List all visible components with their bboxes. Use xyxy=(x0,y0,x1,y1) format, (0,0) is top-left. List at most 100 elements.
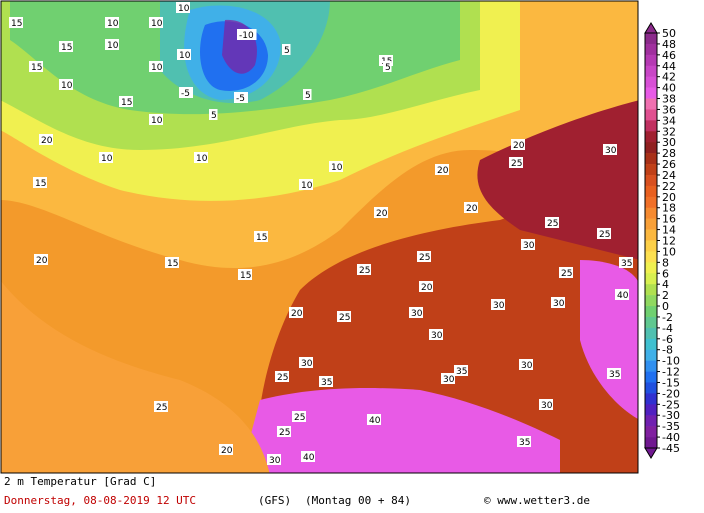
colorbar-arrow-bottom xyxy=(644,447,658,459)
colorbar-swatch xyxy=(645,196,657,209)
colorbar-label: 6 xyxy=(662,267,669,280)
colorbar-label: -12 xyxy=(662,366,680,379)
map-label: 20 xyxy=(421,283,433,293)
label-box xyxy=(194,152,208,163)
footer-run: (Montag 00 + 84) xyxy=(305,494,411,507)
map-field xyxy=(1,1,638,473)
colorbar-swatch xyxy=(645,33,657,45)
map-label: 30 xyxy=(431,331,443,341)
colorbar-swatch xyxy=(645,284,657,296)
map-label: 30 xyxy=(541,401,553,411)
label-box xyxy=(289,307,303,318)
map-label: -10 xyxy=(239,31,254,41)
colorbar-swatch xyxy=(645,207,657,219)
label-box xyxy=(39,134,53,145)
map-label: 30 xyxy=(443,375,455,385)
colorbar-swatch xyxy=(645,164,657,176)
label-box xyxy=(29,61,43,72)
map-label: 20 xyxy=(36,256,48,266)
label-box xyxy=(105,17,119,28)
colorbar-swatch xyxy=(645,109,657,121)
map-label: 35 xyxy=(621,259,632,269)
label-box xyxy=(59,41,73,52)
colorbar-label: 28 xyxy=(662,147,676,160)
label-box xyxy=(337,311,351,322)
map-label: 15 xyxy=(240,271,251,281)
label-box xyxy=(299,357,313,368)
label-box xyxy=(238,269,252,280)
label-box xyxy=(517,436,531,447)
map-label: 40 xyxy=(369,416,381,426)
colorbar-label: 16 xyxy=(662,213,676,226)
colorbar-label: 14 xyxy=(662,224,676,237)
map-label: 10 xyxy=(107,19,119,29)
label-box xyxy=(59,79,73,90)
map-label: 40 xyxy=(617,291,629,301)
colorbar-label: 22 xyxy=(662,180,676,193)
colorbar-label: 4 xyxy=(662,278,669,291)
colorbar-swatch xyxy=(645,131,657,143)
colorbar-label: 36 xyxy=(662,103,676,116)
colorbar-swatch xyxy=(645,426,657,438)
map-label: 30 xyxy=(301,359,313,369)
label-box xyxy=(267,454,281,465)
map-label: 20 xyxy=(376,209,388,219)
colorbar-label: 10 xyxy=(662,245,676,258)
label-box xyxy=(464,202,478,213)
colorbar-swatch xyxy=(645,327,657,340)
map-label: 25 xyxy=(419,253,430,263)
label-box xyxy=(303,89,312,100)
colorbar-label: 24 xyxy=(662,169,676,182)
label-box xyxy=(277,426,291,437)
map-label: 30 xyxy=(411,309,423,319)
colorbar-swatch xyxy=(645,316,657,329)
colorbar-swatch xyxy=(645,404,657,416)
colorbar-label: -15 xyxy=(662,376,680,389)
colorbar-swatch xyxy=(645,229,657,241)
colorbar-swatch xyxy=(645,338,657,351)
label-box xyxy=(383,61,392,72)
map-label: 20 xyxy=(221,446,233,456)
map-label: 25 xyxy=(279,428,290,438)
colorbar-swatch xyxy=(645,142,657,154)
label-box xyxy=(441,373,455,384)
label-box xyxy=(149,114,163,125)
label-box xyxy=(419,281,433,292)
colorbar-label: 26 xyxy=(662,158,676,171)
map-label: 20 xyxy=(41,136,53,146)
colorbar-label: -30 xyxy=(662,409,680,422)
label-box xyxy=(179,87,193,98)
label-box xyxy=(511,139,525,150)
colorbar-swatch xyxy=(645,415,657,427)
map-label: 25 xyxy=(277,373,288,383)
colorbar-swatch xyxy=(645,76,657,88)
map-label: 10 xyxy=(196,154,208,164)
colorbar-label: -8 xyxy=(662,344,673,357)
label-box xyxy=(105,39,119,50)
colorbar-swatch xyxy=(645,393,657,405)
label-box xyxy=(374,207,388,218)
map-label: 5 xyxy=(385,63,391,73)
map-label: 35 xyxy=(456,367,467,377)
label-box xyxy=(275,371,289,382)
map-label: 10 xyxy=(151,116,163,126)
colorbar-label: -20 xyxy=(662,387,680,400)
colorbar: 5048464442403836343230282624222018161412… xyxy=(644,22,680,459)
colorbar-arrow-top xyxy=(644,22,658,34)
map-label: 40 xyxy=(303,453,315,463)
map-label: 25 xyxy=(511,159,522,169)
map-label: 10 xyxy=(107,41,119,51)
footer-title: 2 m Temperatur [Grad C] xyxy=(4,475,156,488)
colorbar-swatch xyxy=(645,306,657,318)
label-box xyxy=(292,411,306,422)
colorbar-swatch xyxy=(645,174,657,187)
map-label: -5 xyxy=(236,94,245,104)
label-box xyxy=(607,368,621,379)
label-box xyxy=(329,161,343,172)
map-label: 15 xyxy=(61,43,72,53)
map-label: 20 xyxy=(466,204,478,214)
colorbar-swatch xyxy=(645,295,657,307)
map-label: 10 xyxy=(301,181,313,191)
map-label: 25 xyxy=(359,266,370,276)
